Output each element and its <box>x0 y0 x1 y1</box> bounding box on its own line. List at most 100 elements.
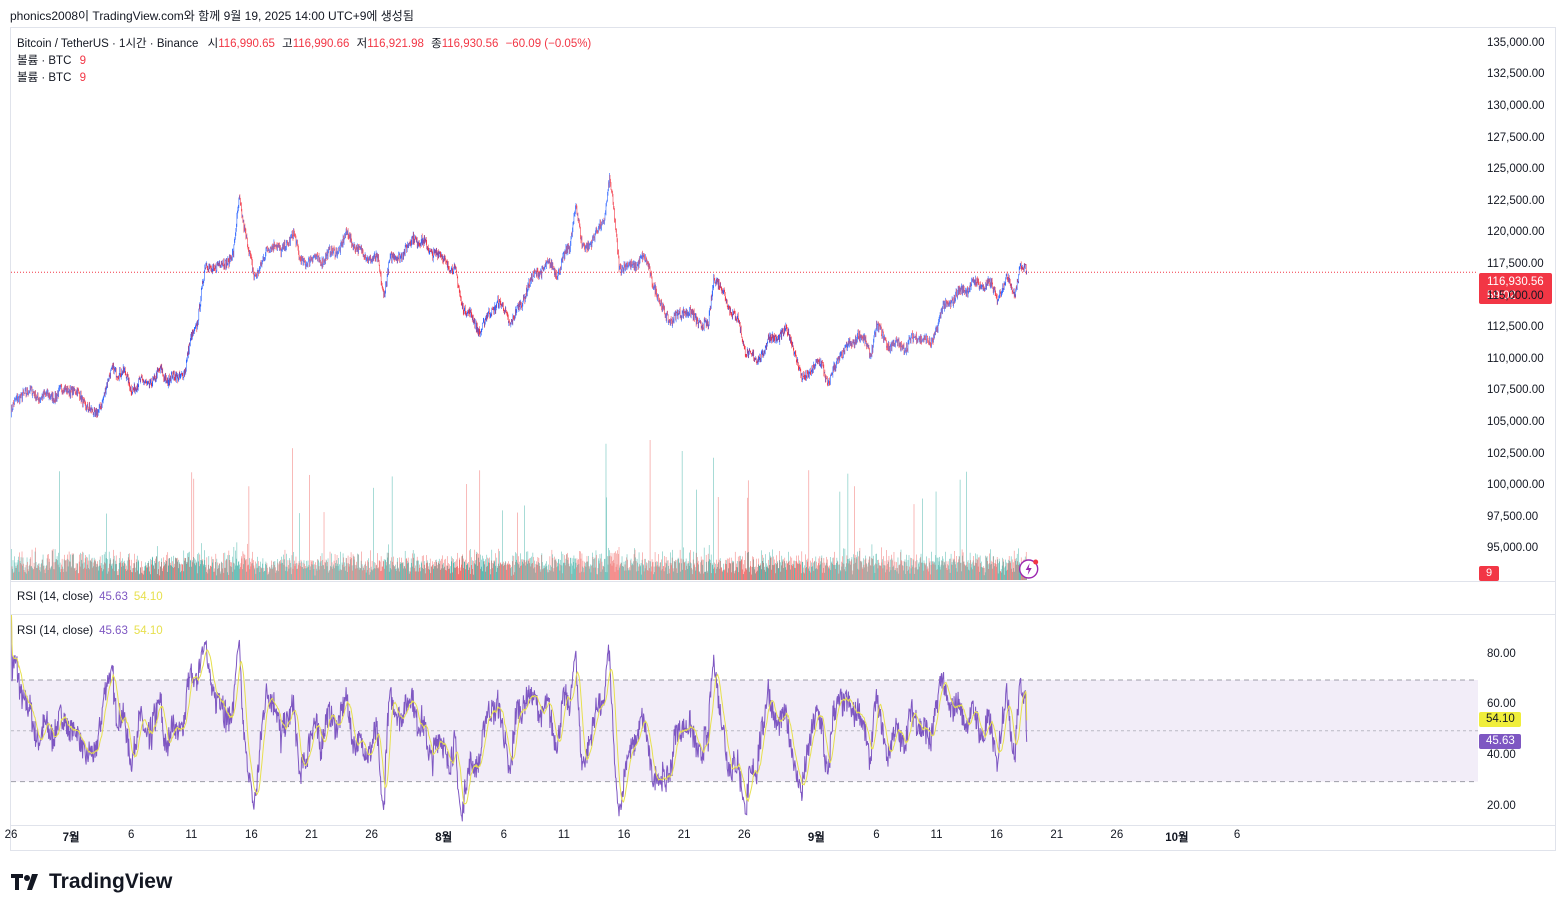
volume-bar <box>135 559 137 580</box>
volume-bar <box>910 568 912 580</box>
volume-bar <box>755 558 757 580</box>
volume-bar <box>569 566 571 580</box>
volume-bar <box>991 563 992 580</box>
volume-bar <box>568 557 569 580</box>
volume-bar <box>407 557 409 580</box>
volume-bar <box>395 570 397 580</box>
volume-bar <box>158 561 159 580</box>
volume-bar <box>1018 548 1019 580</box>
volume-bar <box>990 549 991 580</box>
volume-bar <box>856 556 857 580</box>
rsi-legend-2[interactable]: RSI (14, close) 45.63 54.10 <box>17 625 163 637</box>
volume-bar <box>900 549 902 580</box>
volume-bar <box>256 568 258 580</box>
volume-bar <box>797 562 799 580</box>
volume-bar <box>106 513 107 580</box>
symbol-legend[interactable]: Bitcoin / TetherUS · 1시간 · Binance 시116,… <box>17 35 591 51</box>
volume-bar <box>728 568 729 580</box>
volume-bar <box>792 563 793 580</box>
volume-bar <box>436 568 438 580</box>
volume-bar <box>250 561 251 580</box>
volume-bar <box>205 567 206 580</box>
volume-bar <box>271 560 272 580</box>
volume-bar <box>757 566 758 580</box>
volume-bar <box>403 568 404 580</box>
volume-bar <box>115 560 116 580</box>
volume-bar <box>664 555 665 580</box>
volume-bar <box>798 555 799 580</box>
volume-bar <box>694 563 695 580</box>
volume-bar <box>976 563 977 580</box>
volume-bar <box>926 569 928 580</box>
volume-bar <box>315 562 316 580</box>
volume-bar <box>620 563 621 580</box>
volume-bar <box>459 559 460 580</box>
volume-bar <box>381 570 382 580</box>
volume-bar <box>956 556 957 580</box>
volume-legend-2[interactable]: 볼륨 · BTC 9 <box>17 69 86 85</box>
volume-bar <box>782 561 783 580</box>
volume-bar <box>160 558 162 580</box>
volume-bar <box>946 569 948 580</box>
volume-bar <box>967 561 968 580</box>
volume-bar <box>739 561 741 580</box>
volume-bar <box>650 561 651 580</box>
volume-bar <box>139 573 140 580</box>
volume-bar <box>522 559 524 580</box>
pane-divider-rsi[interactable] <box>11 614 1555 615</box>
volume-bar <box>393 566 395 580</box>
volume-bar <box>383 561 384 580</box>
volume-bar <box>929 561 931 580</box>
volume-bar <box>226 559 228 580</box>
volume-bar <box>295 563 296 580</box>
volume-bar <box>32 569 34 580</box>
volume-bar <box>510 568 512 580</box>
volume-bar <box>426 555 427 580</box>
volume-bar <box>925 563 927 580</box>
volume-bar <box>713 457 714 580</box>
volume-bar <box>369 572 371 580</box>
tradingview-logo[interactable]: TradingView <box>11 870 172 894</box>
volume-bar <box>264 571 266 580</box>
volume-bar <box>384 559 386 580</box>
pane-divider-volume[interactable] <box>11 581 1555 582</box>
volume-bar <box>263 571 264 580</box>
volume-bar <box>22 565 23 580</box>
volume-bar <box>730 563 731 580</box>
volume-bar <box>672 568 674 580</box>
volume-bar <box>374 568 375 580</box>
volume-bar <box>26 573 27 580</box>
volume-bar <box>500 562 502 580</box>
volume-bar <box>573 555 575 580</box>
volume-bar <box>896 571 898 580</box>
volume-bar <box>691 567 692 580</box>
volume-bar <box>852 570 854 580</box>
volume-bar <box>151 556 153 580</box>
volume-bar <box>195 559 197 580</box>
volume-bar <box>485 559 486 580</box>
volume-bar <box>695 570 696 580</box>
volume-bar <box>770 555 772 580</box>
volume-bar <box>470 549 471 580</box>
volume-bar <box>648 560 650 580</box>
volume-bar <box>439 563 440 580</box>
volume-bar <box>499 565 501 580</box>
volume-bar <box>439 569 441 580</box>
volume-bar <box>413 568 415 580</box>
volume-bar <box>299 562 301 580</box>
volume-bar <box>901 560 902 580</box>
rsi-tick-label: 20.00 <box>1487 799 1516 812</box>
volume-bar <box>605 572 606 580</box>
volume-bar <box>99 559 100 580</box>
rsi-legend-1[interactable]: RSI (14, close) 45.63 54.10 <box>17 591 163 603</box>
volume-bar <box>206 557 208 580</box>
volume-bar <box>536 564 538 580</box>
time-tick-label: 6 <box>500 829 508 841</box>
volume-bar <box>813 570 815 580</box>
volume-legend-1[interactable]: 볼륨 · BTC 9 <box>17 52 86 68</box>
volume-bar <box>806 567 807 580</box>
symbol-name[interactable]: Bitcoin / TetherUS · 1시간 · Binance <box>17 38 199 50</box>
volume-bar <box>225 560 227 580</box>
volume-group <box>11 440 1027 580</box>
